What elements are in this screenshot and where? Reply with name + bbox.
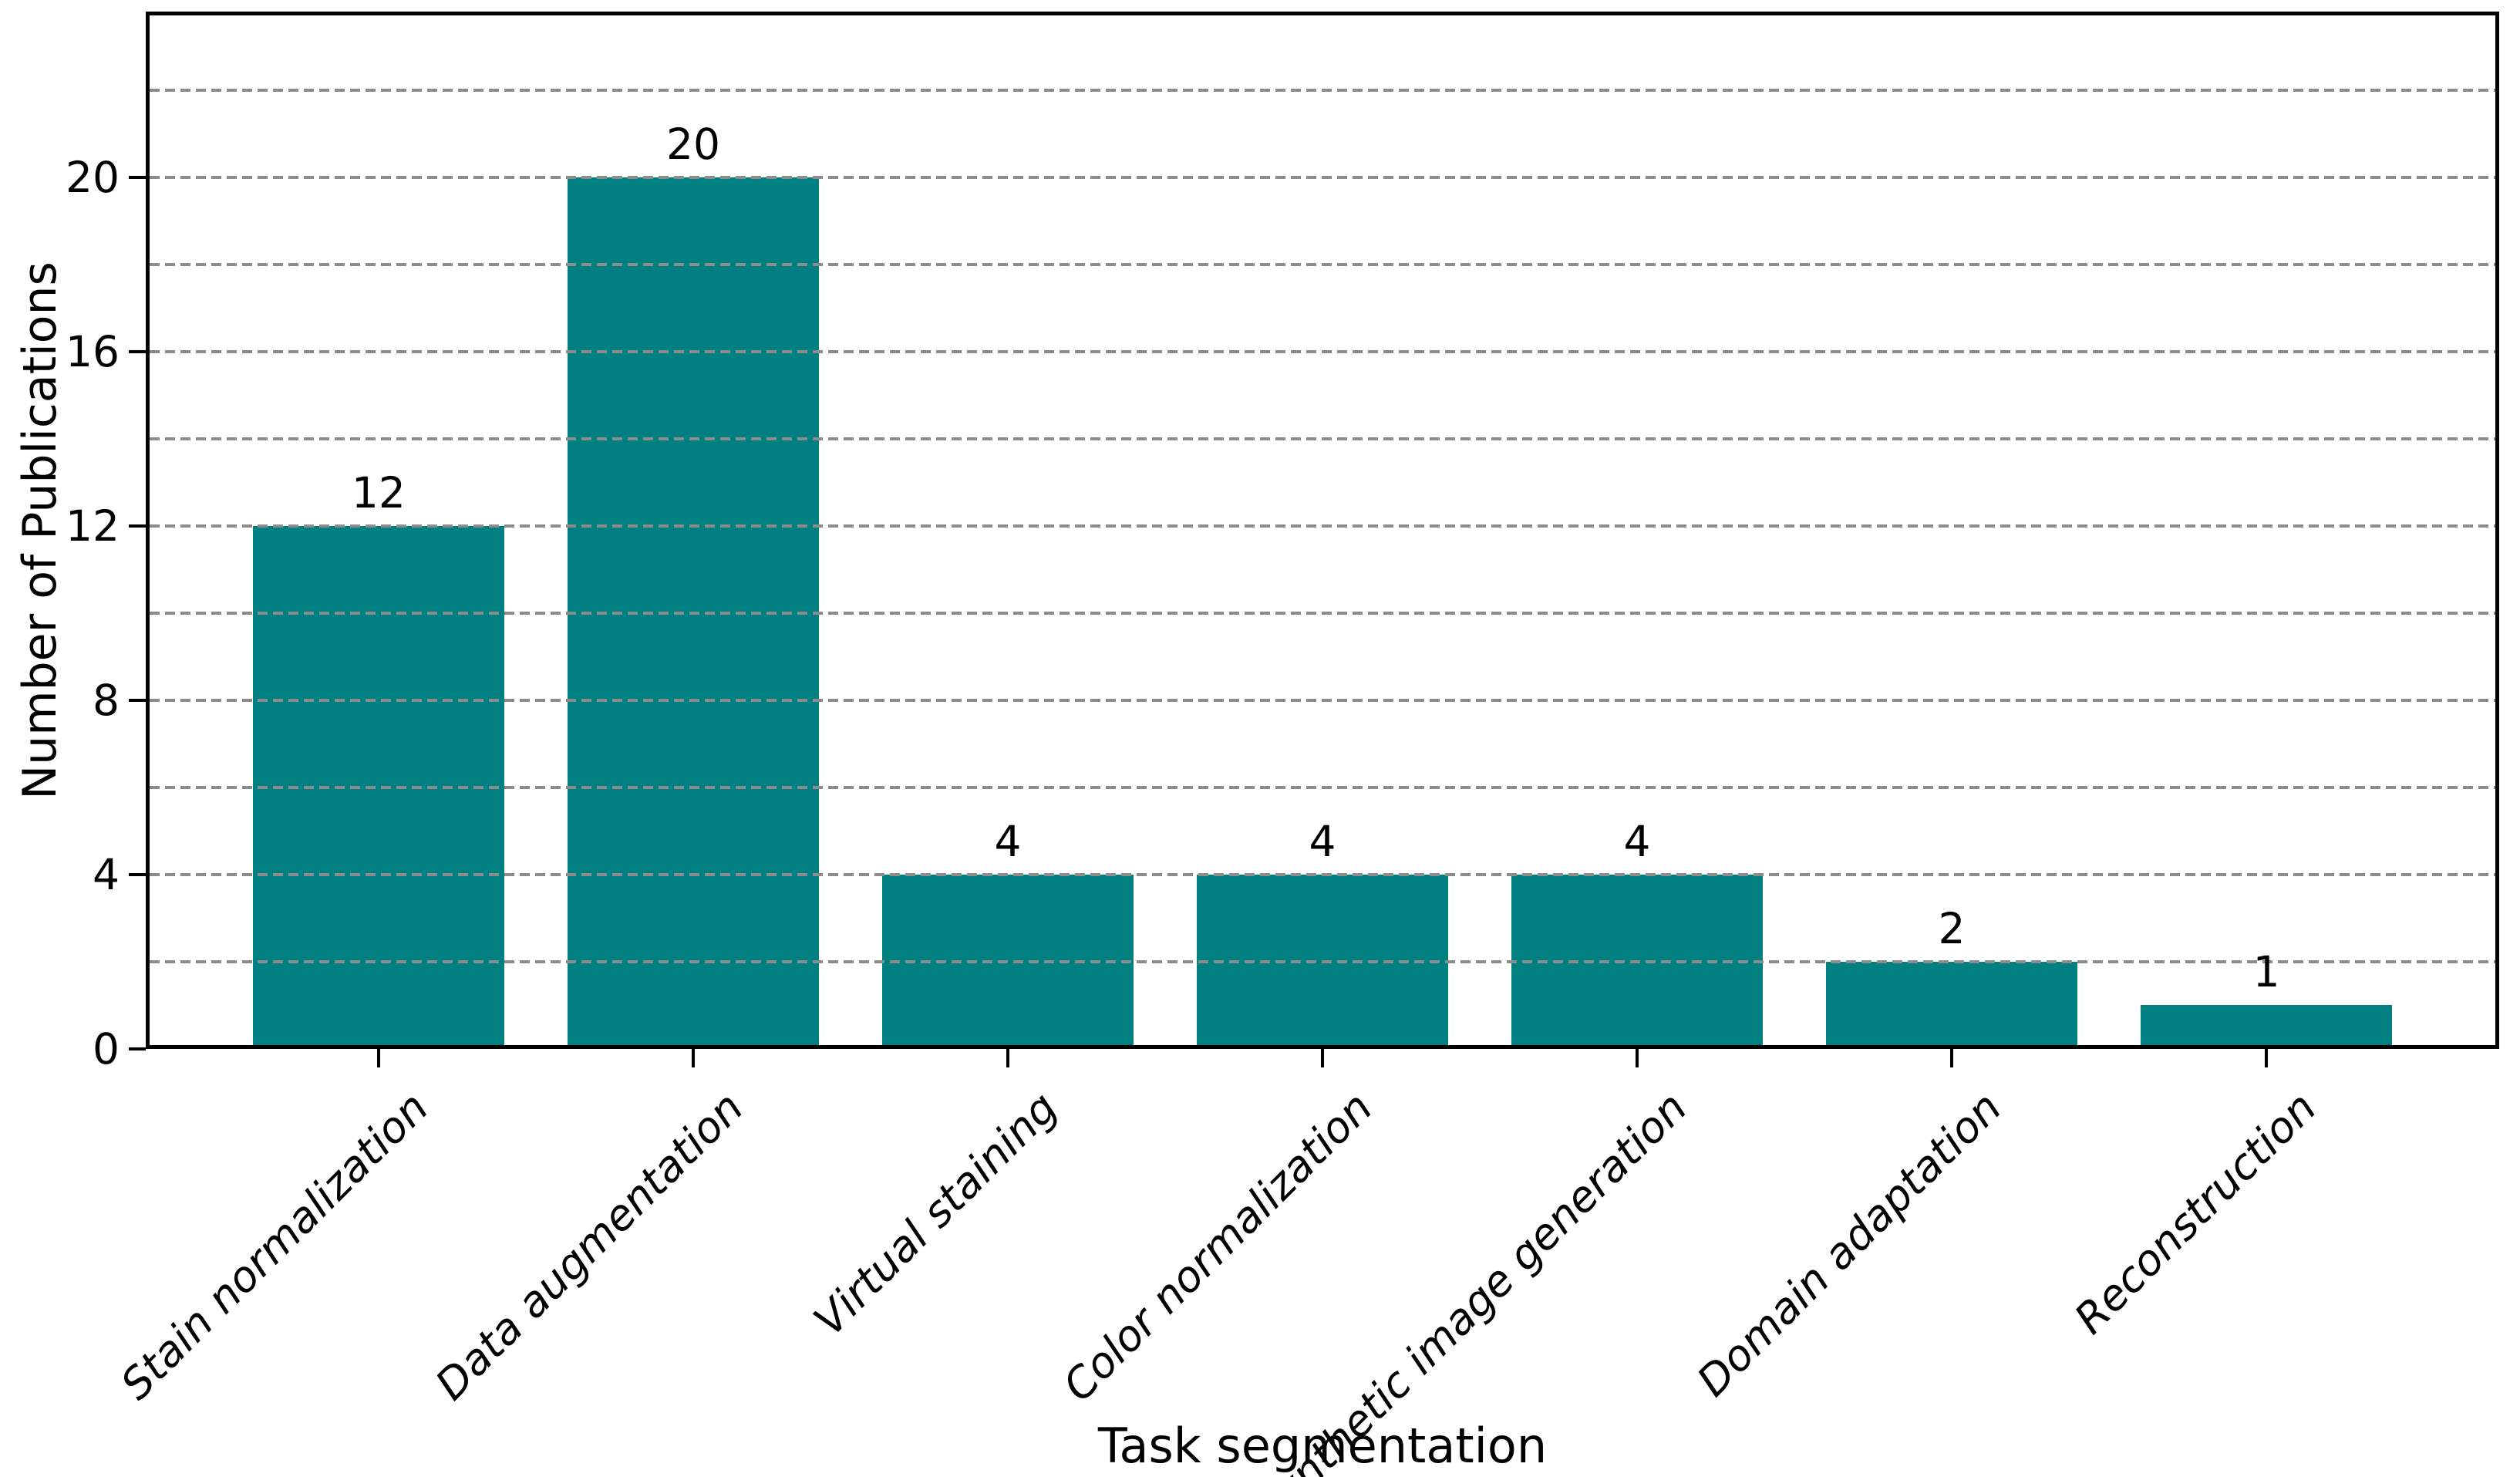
gridline-y-6 bbox=[150, 785, 2495, 789]
bar-6 bbox=[2140, 1005, 2393, 1049]
bar-value-label-3: 4 bbox=[1309, 816, 1336, 866]
y-tick-label-16: 16 bbox=[66, 326, 120, 376]
y-tick-12 bbox=[129, 524, 146, 528]
bar-value-label-2: 4 bbox=[994, 816, 1022, 866]
y-tick-label-20: 20 bbox=[66, 152, 120, 202]
x-tick-1 bbox=[691, 1049, 695, 1067]
gridline-y-18 bbox=[150, 262, 2495, 266]
bar-value-label-5: 2 bbox=[1938, 903, 1966, 953]
x-tick-2 bbox=[1006, 1049, 1009, 1067]
x-tick-label-1: Data augmentation bbox=[426, 1082, 753, 1410]
x-tick-label-0: Stain normalization bbox=[111, 1082, 438, 1409]
bar-value-label-6: 1 bbox=[2252, 947, 2280, 997]
y-tick-label-8: 8 bbox=[93, 675, 120, 725]
y-tick-0 bbox=[129, 1047, 146, 1050]
x-tick-5 bbox=[1950, 1049, 1954, 1067]
y-tick-8 bbox=[129, 698, 146, 702]
y-axis-title: Number of Publications bbox=[13, 261, 67, 800]
gridline-y-14 bbox=[150, 437, 2495, 440]
x-tick-label-2: Virtual staining bbox=[804, 1082, 1067, 1346]
y-tick-label-4: 4 bbox=[93, 849, 120, 899]
y-tick-4 bbox=[129, 872, 146, 876]
gridline-y-22 bbox=[150, 88, 2495, 92]
bar-value-label-0: 12 bbox=[351, 467, 406, 518]
bar-value-label-4: 4 bbox=[1623, 816, 1651, 866]
gridline-y-8 bbox=[150, 698, 2495, 702]
x-tick-label-6: Reconstruction bbox=[2064, 1082, 2326, 1344]
x-tick-label-5: Domain adaptation bbox=[1687, 1082, 2011, 1406]
gridline-y-12 bbox=[150, 524, 2495, 528]
gridline-y-2 bbox=[150, 959, 2495, 963]
gridline-y-16 bbox=[150, 349, 2495, 353]
x-tick-label-3: Color normalization bbox=[1053, 1082, 1382, 1411]
y-tick-16 bbox=[129, 349, 146, 353]
x-tick-6 bbox=[2265, 1049, 2269, 1067]
y-tick-20 bbox=[129, 175, 146, 179]
x-axis-title: Task segmentation bbox=[1097, 1418, 1548, 1474]
x-tick-0 bbox=[376, 1049, 380, 1067]
gridline-y-20 bbox=[150, 175, 2495, 179]
x-tick-4 bbox=[1636, 1049, 1639, 1067]
bar-5 bbox=[1825, 961, 2078, 1049]
gridline-y-4 bbox=[150, 872, 2495, 876]
gridline-y-10 bbox=[150, 611, 2495, 615]
x-tick-3 bbox=[1321, 1049, 1324, 1067]
y-tick-label-0: 0 bbox=[93, 1024, 120, 1074]
bar-value-label-1: 20 bbox=[665, 119, 720, 169]
y-tick-label-12: 12 bbox=[66, 501, 120, 551]
